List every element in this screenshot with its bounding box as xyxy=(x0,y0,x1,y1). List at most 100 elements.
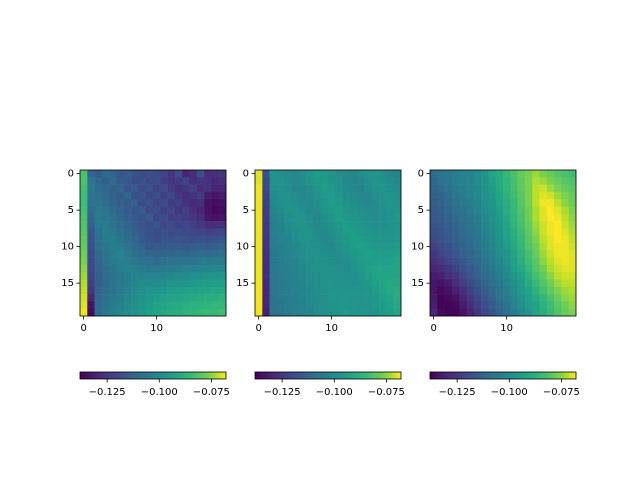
heatmap-cell xyxy=(116,294,125,302)
heatmap-cell xyxy=(123,294,132,302)
heatmap-cell xyxy=(276,257,285,266)
heatmap-cell xyxy=(495,264,504,273)
heatmap-cell xyxy=(255,308,263,317)
heatmap-cell xyxy=(568,250,577,258)
heatmap-cell xyxy=(131,221,139,229)
heatmap-cell xyxy=(160,272,168,280)
heatmap-cell xyxy=(437,294,445,302)
heatmap-cell xyxy=(495,177,504,185)
heatmap-cell xyxy=(298,294,307,302)
heatmap-cell xyxy=(335,177,343,185)
heatmap-cell xyxy=(167,228,176,236)
heatmap-cell xyxy=(306,257,314,266)
heatmap-cell xyxy=(517,221,526,229)
heatmap-cell xyxy=(167,170,176,178)
heatmap-cell xyxy=(342,235,351,244)
heatmap-cell xyxy=(101,206,110,215)
heatmap-cell xyxy=(481,170,489,178)
heatmap-cell xyxy=(123,250,132,258)
heatmap-cell xyxy=(276,213,285,222)
heatmap-cell xyxy=(524,264,533,273)
heatmap-cell xyxy=(342,206,351,215)
heatmap-cell xyxy=(328,213,336,222)
heatmap-cell xyxy=(145,264,154,273)
heatmap-cell xyxy=(539,235,548,244)
heatmap-cell xyxy=(255,286,263,295)
y-tick-label: 5 xyxy=(68,205,74,216)
heatmap-cell xyxy=(80,272,88,280)
heatmap-cell xyxy=(561,279,569,288)
heatmap-cell xyxy=(539,272,548,280)
heatmap-cell xyxy=(466,170,475,178)
heatmap-cell xyxy=(379,308,387,317)
heatmap-cell xyxy=(444,257,453,266)
heatmap-cell xyxy=(123,257,132,266)
heatmap-cell xyxy=(393,228,402,236)
heatmap-cell xyxy=(510,221,518,229)
heatmap-cell xyxy=(174,199,183,207)
heatmap-cell xyxy=(255,264,263,273)
heatmap-cell xyxy=(473,228,482,236)
heatmap-cell xyxy=(371,257,380,266)
heatmap-cell xyxy=(473,184,482,193)
heatmap-cell xyxy=(430,177,438,185)
heatmap-cell xyxy=(437,213,445,222)
heatmap-cell xyxy=(160,301,168,309)
heatmap-cell xyxy=(561,243,569,251)
heatmap-cell xyxy=(123,301,132,309)
heatmap-cell xyxy=(430,221,438,229)
heatmap-cell xyxy=(153,235,161,244)
heatmap-cell xyxy=(466,228,475,236)
heatmap-cell xyxy=(153,272,161,280)
heatmap-cell xyxy=(466,206,475,215)
heatmap-cell xyxy=(371,177,380,185)
heatmap-cell xyxy=(473,235,482,244)
heatmap-cell xyxy=(437,250,445,258)
heatmap-cell xyxy=(218,308,227,317)
heatmap-cell xyxy=(189,228,198,236)
heatmap-cell xyxy=(269,308,278,317)
heatmap-cell xyxy=(160,250,168,258)
heatmap-cell xyxy=(349,294,358,302)
heatmap-cell xyxy=(276,250,285,258)
heatmap-cell xyxy=(371,286,380,295)
heatmap-cell xyxy=(196,294,205,302)
heatmap-cell xyxy=(495,235,504,244)
heatmap-cell xyxy=(160,221,168,229)
heatmap-cell xyxy=(568,264,577,273)
heatmap-cell xyxy=(357,294,365,302)
heatmap-cell xyxy=(145,191,154,200)
heatmap-cell xyxy=(371,308,380,317)
heatmap-cell xyxy=(379,286,387,295)
heatmap-cell xyxy=(189,286,198,295)
heatmap-cell xyxy=(371,301,380,309)
heatmap-cell xyxy=(320,221,329,229)
heatmap-cell xyxy=(276,286,285,295)
heatmap-cell xyxy=(269,286,278,295)
heatmap-cell xyxy=(262,243,270,251)
heatmap-cell xyxy=(335,264,343,273)
heatmap-cell xyxy=(123,206,132,215)
heatmap-cell xyxy=(459,235,467,244)
colorbar-tick-label: −0.075 xyxy=(368,387,405,398)
heatmap-cell xyxy=(218,286,227,295)
heatmap-cell xyxy=(182,294,190,302)
heatmap-cell xyxy=(131,250,139,258)
heatmap-cell xyxy=(386,272,394,280)
heatmap-cell xyxy=(218,279,227,288)
heatmap-cell xyxy=(328,221,336,229)
heatmap-cell xyxy=(160,228,168,236)
heatmap-cell xyxy=(320,184,329,193)
heatmap-cell xyxy=(517,206,526,215)
heatmap-cell xyxy=(430,199,438,207)
heatmap-cell xyxy=(313,264,321,273)
heatmap-cell xyxy=(218,264,227,273)
heatmap-cell xyxy=(539,206,548,215)
heatmap-cell xyxy=(255,235,263,244)
heatmap-cell xyxy=(524,301,533,309)
heatmap-cell xyxy=(262,308,270,317)
heatmap-cell xyxy=(524,250,533,258)
heatmap-cell xyxy=(276,272,285,280)
heatmap-cell xyxy=(167,286,176,295)
heatmap-cell xyxy=(473,272,482,280)
